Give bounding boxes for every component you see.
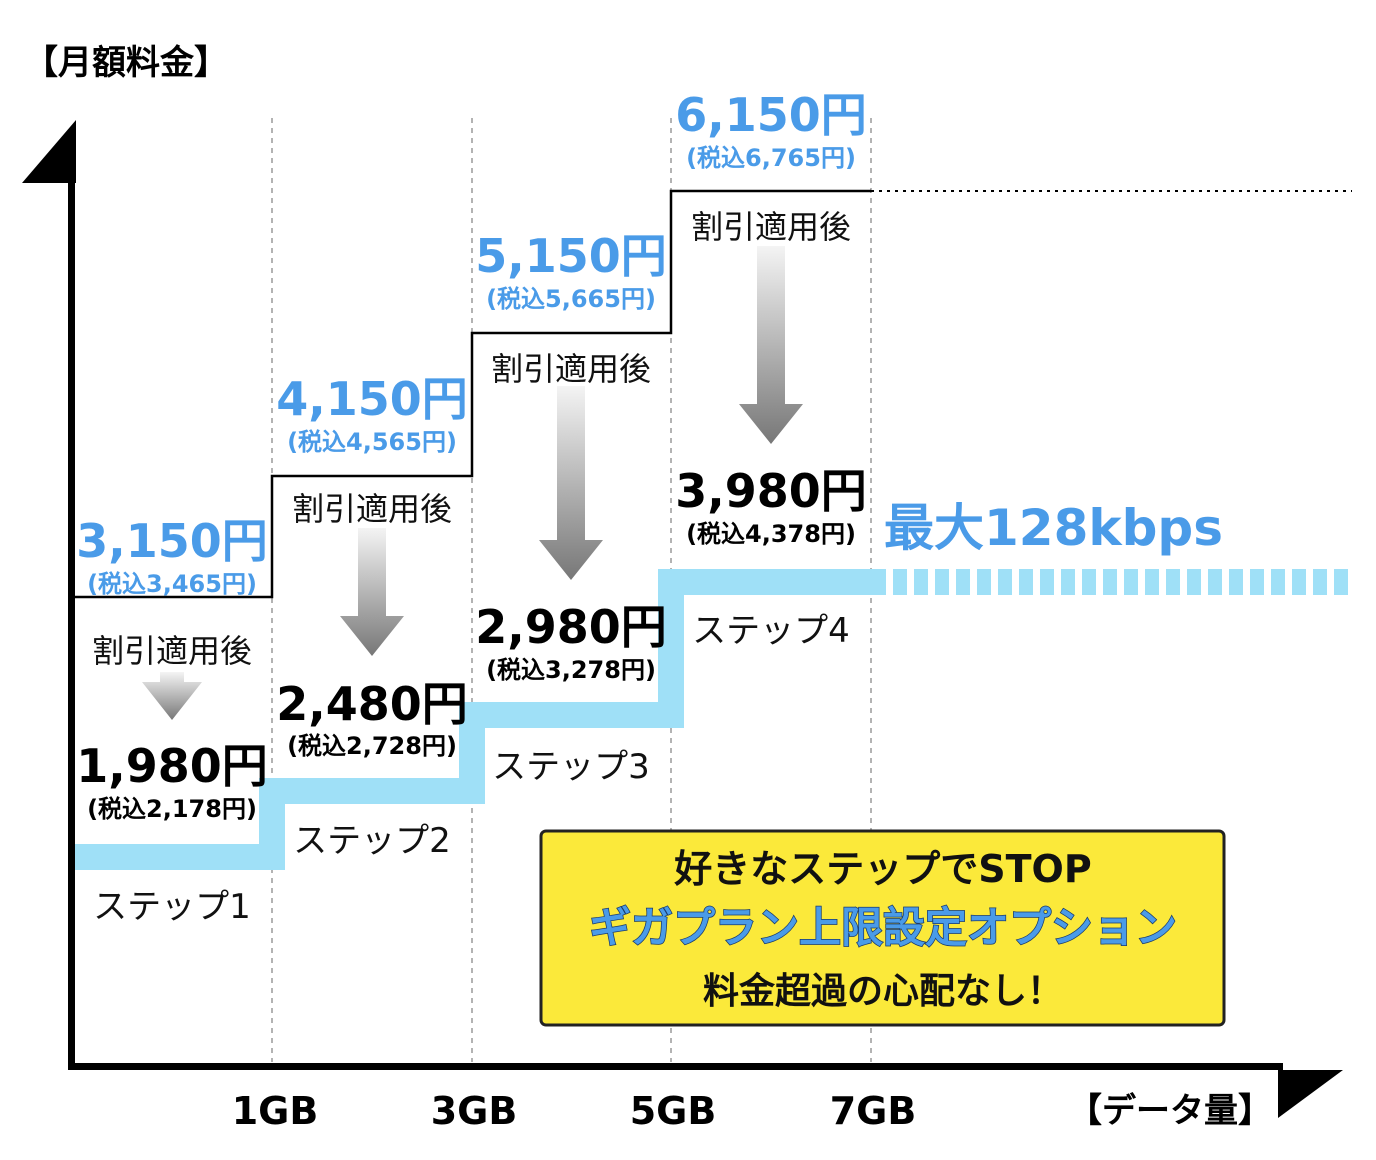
regular-price: 5,150円	[475, 229, 667, 283]
discounted-price: 1,980円	[76, 739, 268, 793]
callout-line-2: ギガプラン上限設定オプション	[589, 903, 1177, 952]
step-label: ステップ4	[692, 611, 850, 651]
callout-line-1: 好きなステップでSTOP	[673, 847, 1091, 891]
discounted-price-tax: (税込4,378円)	[686, 520, 856, 548]
x-axis	[68, 1063, 1283, 1070]
callout-background	[539, 829, 1226, 1027]
x-tick-label: 3GB	[431, 1089, 518, 1133]
regular-price: 3,150円	[76, 514, 268, 568]
axes	[22, 120, 1343, 1118]
regular-price-tax: (税込5,665円)	[486, 285, 656, 313]
step-label: ステップ1	[93, 887, 251, 927]
discount-labels: 割引適用後 割引適用後 割引適用後 割引適用後	[92, 208, 851, 670]
discounted-price: 2,480円	[276, 677, 468, 731]
x-axis-label: 【データ量】	[1068, 1091, 1272, 1131]
regular-prices: 3,150円 (税込3,465円) 4,150円 (税込4,565円) 5,15…	[76, 88, 867, 598]
x-tick-label: 5GB	[630, 1089, 717, 1133]
discount-arrow	[340, 528, 404, 656]
max-speed-label: 最大128kbps	[884, 499, 1223, 557]
step-label: ステップ2	[293, 821, 451, 861]
discount-arrows	[142, 246, 803, 720]
discount-arrow	[142, 672, 202, 720]
discount-label: 割引適用後	[92, 632, 252, 670]
y-axis-arrow	[22, 120, 76, 183]
y-axis-label: 【月額料金】	[24, 43, 228, 83]
discounted-prices: 1,980円 (税込2,178円) 2,480円 (税込2,728円) 2,98…	[76, 464, 867, 823]
discount-label: 割引適用後	[292, 490, 452, 528]
x-tick-label: 7GB	[830, 1089, 917, 1133]
x-tick-label: 1GB	[232, 1089, 319, 1133]
callout-line-3: 料金超過の心配なし！	[703, 970, 1063, 1012]
x-axis-arrow	[1278, 1070, 1343, 1118]
discount-label: 割引適用後	[491, 350, 651, 388]
discounted-price: 3,980円	[675, 464, 867, 518]
regular-price-stair	[73, 189, 871, 599]
x-tick-labels: 1GB 3GB 5GB 7GB	[232, 1089, 917, 1133]
y-axis	[68, 182, 75, 1070]
regular-price-tax: (税込4,565円)	[287, 428, 457, 456]
discount-arrow	[739, 246, 803, 444]
discounted-price: 2,980円	[475, 600, 667, 654]
step-label: ステップ3	[492, 747, 650, 787]
step-labels: ステップ1 ステップ2 ステップ3 ステップ4	[93, 611, 850, 927]
discount-arrow	[539, 386, 603, 580]
discounted-price-tax: (税込2,178円)	[87, 795, 257, 823]
regular-price-tax: (税込3,465円)	[87, 570, 257, 598]
discounted-price-tax: (税込3,278円)	[486, 656, 656, 684]
regular-price: 4,150円	[276, 372, 468, 426]
discount-label: 割引適用後	[691, 208, 851, 246]
callout-box: 好きなステップでSTOP ギガプラン上限設定オプション 料金超過の心配なし！	[539, 829, 1226, 1027]
regular-price: 6,150円	[675, 88, 867, 142]
discounted-price-tax: (税込2,728円)	[287, 732, 457, 760]
regular-price-tax: (税込6,765円)	[686, 144, 856, 172]
discounted-price-stair	[73, 569, 872, 870]
